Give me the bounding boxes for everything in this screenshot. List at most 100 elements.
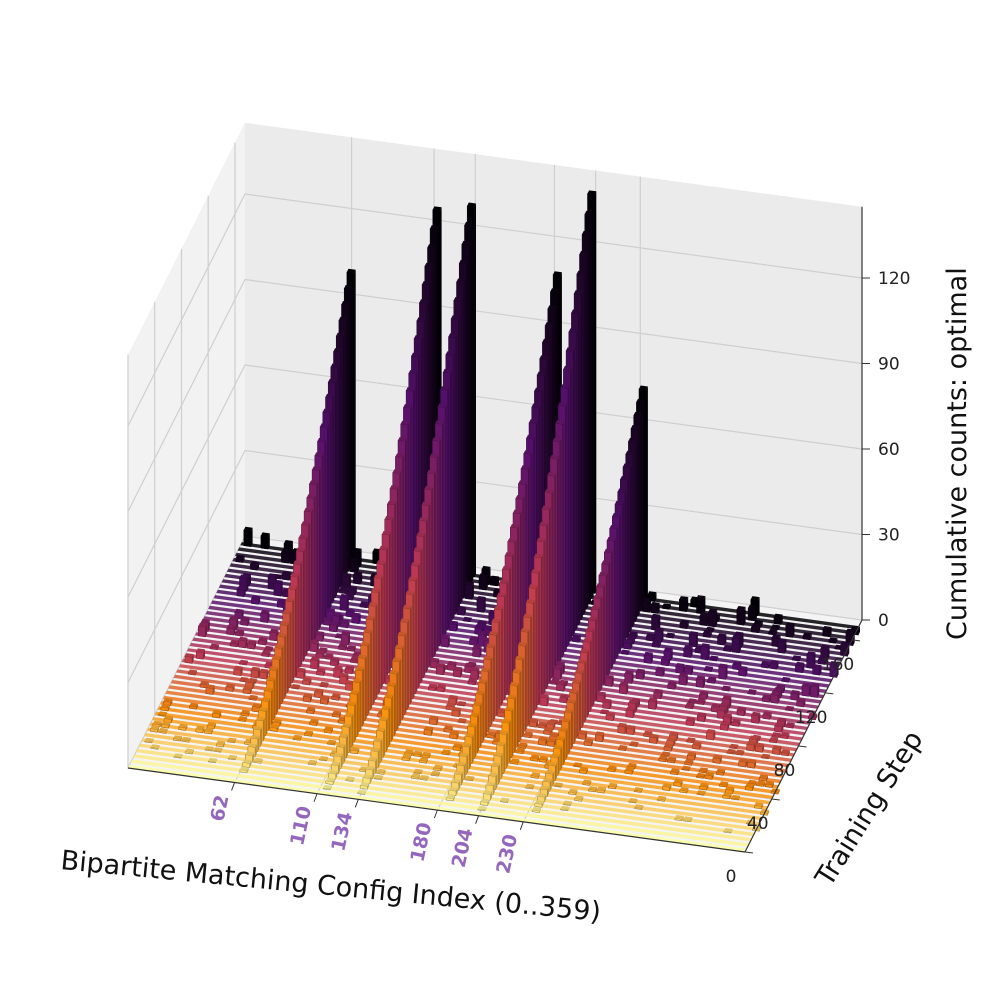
bar-top — [285, 597, 295, 602]
y-axis-line — [744, 619, 863, 853]
bar-top — [679, 596, 689, 601]
bar — [325, 777, 335, 785]
bar-side — [448, 635, 450, 648]
bar-side — [512, 553, 514, 685]
bar-top — [617, 488, 627, 493]
bar-top — [293, 734, 302, 739]
bar-side — [453, 352, 455, 620]
bar-side — [646, 386, 648, 601]
bar-face — [617, 725, 626, 734]
x-tick-label: 134 — [327, 810, 357, 853]
bar-side — [614, 766, 617, 772]
bar-top — [625, 706, 635, 711]
bar-side — [323, 668, 326, 676]
bar-top — [705, 626, 715, 631]
bar-top — [331, 693, 341, 698]
bar — [560, 805, 570, 812]
bar — [441, 749, 451, 756]
bar — [149, 725, 159, 733]
bar-side — [254, 641, 256, 650]
bar-side — [152, 738, 154, 743]
bar-face — [747, 761, 755, 769]
bar-face — [785, 625, 794, 638]
bar-side — [568, 385, 570, 647]
bar-top — [650, 601, 660, 607]
bar-side — [766, 775, 768, 782]
bar-side — [338, 762, 340, 774]
bar-top — [226, 624, 236, 629]
bar-top — [306, 706, 316, 711]
bar-top — [717, 633, 727, 638]
bar — [328, 769, 338, 780]
bar-top — [310, 656, 320, 661]
bar-top — [247, 640, 256, 645]
bar-side — [450, 369, 452, 625]
bar-face — [770, 694, 779, 704]
bar-top — [754, 802, 764, 807]
bar-top — [528, 584, 538, 589]
bar — [235, 629, 245, 637]
bar-top — [518, 642, 527, 647]
bar-top — [550, 288, 560, 293]
bar-side — [325, 648, 328, 654]
bar — [731, 718, 741, 727]
bar-top — [451, 778, 461, 784]
bar — [761, 694, 771, 703]
bar-top — [480, 667, 490, 672]
bar-side — [682, 816, 684, 821]
bar-side — [658, 614, 661, 631]
bar-side — [357, 558, 359, 573]
bar-side — [538, 773, 540, 779]
bar-top — [476, 596, 486, 601]
bar-side — [442, 421, 444, 641]
bar-top — [626, 725, 636, 730]
bar-side — [455, 334, 458, 615]
bar-top — [651, 613, 661, 618]
bar-side — [389, 531, 391, 674]
bar-face — [251, 706, 260, 713]
bar-top — [686, 737, 696, 742]
bar — [785, 622, 795, 638]
bar-top — [251, 666, 260, 671]
bar-top — [523, 731, 533, 736]
bar-side — [619, 513, 622, 654]
bar-top — [513, 509, 522, 514]
bar-top — [298, 534, 308, 539]
bar-side — [464, 702, 467, 707]
bar-side — [799, 656, 801, 662]
bar-top — [470, 666, 480, 671]
bar-top — [600, 709, 609, 714]
bar-top — [184, 653, 194, 658]
bar-top — [615, 500, 624, 505]
bar-top — [387, 500, 397, 505]
bar-top — [553, 744, 563, 749]
bar-side — [724, 634, 727, 646]
bar-face — [351, 615, 360, 625]
bar-top — [324, 653, 334, 658]
bar-top — [379, 545, 389, 550]
bar — [604, 674, 614, 687]
bar-side — [423, 533, 426, 678]
bar-top — [205, 684, 215, 689]
bar-top — [474, 624, 484, 629]
bar-side — [397, 486, 399, 658]
bar-top — [397, 631, 407, 636]
bar-side — [616, 526, 619, 659]
bar-face — [260, 535, 269, 550]
bar-top — [459, 259, 468, 264]
bar-top — [564, 708, 573, 713]
bar-top — [272, 655, 281, 660]
bar-side — [632, 768, 634, 775]
bar-top — [196, 648, 205, 653]
bar — [624, 670, 634, 684]
step-strip — [144, 733, 763, 821]
bar-side — [306, 535, 308, 657]
bar-top — [566, 699, 576, 704]
bar-side — [704, 713, 707, 722]
bar — [238, 659, 248, 666]
bar-top — [261, 650, 271, 655]
bar-side — [673, 633, 675, 639]
bar-face — [695, 678, 704, 688]
bar-side — [853, 629, 855, 646]
bar-top — [795, 661, 805, 666]
